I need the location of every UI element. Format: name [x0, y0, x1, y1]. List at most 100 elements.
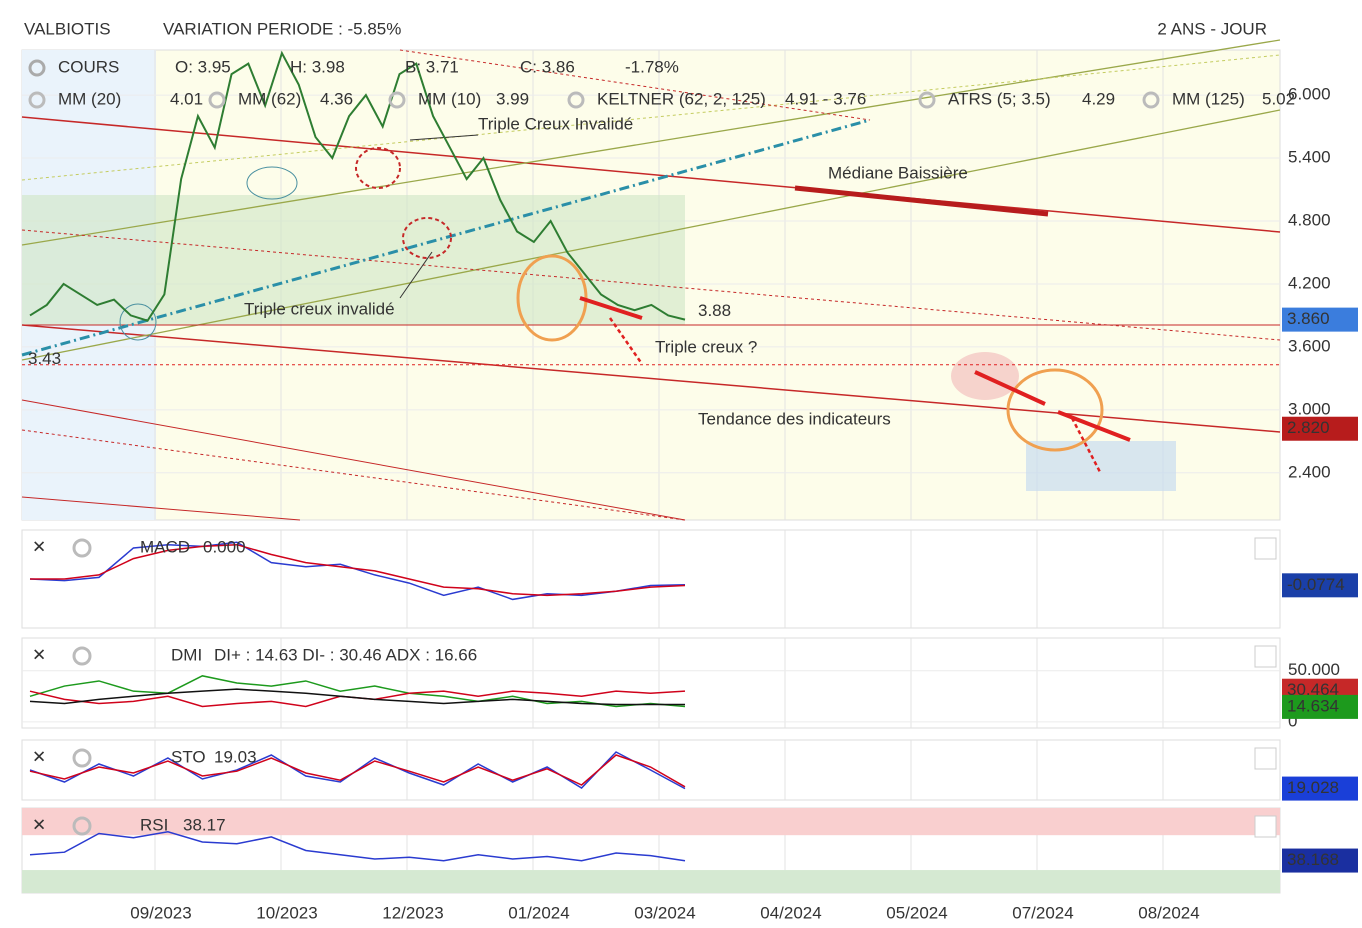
y-tick-label: 6.000 [1288, 85, 1331, 104]
annotation: Médiane Baissière [828, 163, 968, 182]
value-tag-label: 30.464 [1287, 680, 1339, 699]
indicator-line [30, 543, 686, 597]
checkbox[interactable] [1254, 537, 1277, 560]
value-tag-label: -0.0774 [1287, 575, 1345, 594]
checkbox[interactable] [1254, 747, 1277, 770]
x-tick-label: 01/2024 [508, 903, 569, 922]
value-tag-label: 38.168 [1287, 850, 1339, 869]
gear-icon[interactable] [72, 646, 92, 666]
trend-line [21, 399, 686, 521]
trend-line [21, 229, 1281, 341]
x-tick-label: 07/2024 [1012, 903, 1073, 922]
indicator-line [29, 541, 686, 601]
gear-icon[interactable] [72, 538, 92, 558]
ohlc-readout: B: 3.71 [405, 57, 459, 76]
panel-title: MACD [140, 537, 190, 556]
legend-value: 4.01 [170, 89, 203, 108]
close-icon[interactable]: ✕ [32, 537, 46, 556]
checkbox[interactable] [1254, 645, 1277, 668]
x-tick-label: 10/2023 [256, 903, 317, 922]
price-tag-label: 3.860 [1287, 309, 1330, 328]
trend-line [21, 324, 1281, 433]
legend-value: 4.36 [320, 89, 353, 108]
ohlc-readout: -1.78% [625, 57, 679, 76]
gear-icon[interactable] [208, 91, 226, 109]
pointer [399, 251, 433, 299]
value-tag-label: 14.634 [1287, 696, 1339, 715]
gear-icon[interactable] [72, 748, 92, 768]
level-label: 3.43 [28, 349, 61, 368]
ohlc-readout: C: 3.86 [520, 57, 575, 76]
close-icon[interactable]: ✕ [32, 645, 46, 664]
legend-name: MM (20) [58, 89, 121, 108]
panel-readout: 0.000 [203, 537, 246, 556]
y-tick-label: 0 [1288, 711, 1297, 730]
x-tick-label: 08/2024 [1138, 903, 1199, 922]
variation: VARIATION PERIODE : -5.85% [163, 19, 401, 38]
x-tick-label: 04/2024 [760, 903, 821, 922]
symbol: VALBIOTIS [24, 19, 111, 38]
gear-icon[interactable] [1142, 91, 1160, 109]
arrow [1057, 410, 1131, 442]
value-tag [1282, 573, 1358, 598]
x-tick-label: 09/2023 [130, 903, 191, 922]
gear-icon[interactable] [72, 816, 92, 836]
value-tag [1282, 694, 1358, 719]
price-tag-label: 2.820 [1287, 418, 1330, 437]
legend-value: 4.29 [1082, 89, 1115, 108]
ohlc-readout: O: 3.95 [175, 57, 231, 76]
gear-icon[interactable] [567, 91, 585, 109]
arrow [608, 317, 644, 365]
trend-line [21, 118, 871, 357]
indicator-line [29, 688, 685, 706]
panel [21, 529, 1281, 629]
zone-circle [246, 166, 298, 200]
checkbox[interactable] [1254, 815, 1277, 838]
legend-label: COURS [58, 57, 119, 76]
gear-icon[interactable] [388, 91, 406, 109]
gear-icon[interactable] [28, 59, 46, 77]
price-tag [1282, 416, 1358, 441]
band [22, 808, 1280, 836]
legend-name: ATRS (5; 3.5) [948, 89, 1051, 108]
x-tick-label: 12/2023 [382, 903, 443, 922]
close-icon[interactable]: ✕ [32, 747, 46, 766]
price-tag [1282, 307, 1358, 332]
trend-line [21, 54, 1281, 181]
annotation: Triple creux ? [655, 337, 757, 356]
zone-circle [355, 147, 401, 189]
legend-value: 3.99 [496, 89, 529, 108]
gear-icon[interactable] [918, 91, 936, 109]
arrow [1070, 417, 1102, 473]
trend-line [21, 116, 1281, 233]
legend-name: KELTNER (62, 2, 125) [597, 89, 766, 108]
legend-name: MM (10) [418, 89, 481, 108]
period[interactable]: 2 ANS - JOUR [1157, 19, 1267, 38]
panel-readout: 19.03 [214, 747, 257, 766]
annotation: Triple Creux Invalidé [478, 114, 633, 133]
legend-name: MM (62) [238, 89, 301, 108]
gear-icon[interactable] [28, 91, 46, 109]
y-tick-label: 2.400 [1288, 462, 1331, 481]
annotation: Triple creux invalidé [244, 299, 395, 318]
annotation: Tendance des indicateurs [698, 409, 891, 428]
panel-title: RSI [140, 815, 168, 834]
zone-circle [402, 217, 452, 259]
ohlc-readout: H: 3.98 [290, 57, 345, 76]
close-icon[interactable]: ✕ [32, 815, 46, 834]
trend-line [21, 39, 1281, 246]
trend-line [21, 109, 1281, 361]
panel-title: STO [171, 747, 206, 766]
x-tick-label: 03/2024 [634, 903, 695, 922]
indicator-line [29, 754, 686, 788]
panel-title: DMI [171, 645, 202, 664]
panel [21, 637, 1281, 729]
band [22, 870, 1280, 893]
legend-name: MM (125) [1172, 89, 1245, 108]
price-line [29, 50, 686, 322]
panel-readout: 38.17 [183, 815, 226, 834]
median-line [794, 185, 1049, 217]
zone-circle [119, 303, 157, 341]
value-tag-label: 19.028 [1287, 778, 1339, 797]
